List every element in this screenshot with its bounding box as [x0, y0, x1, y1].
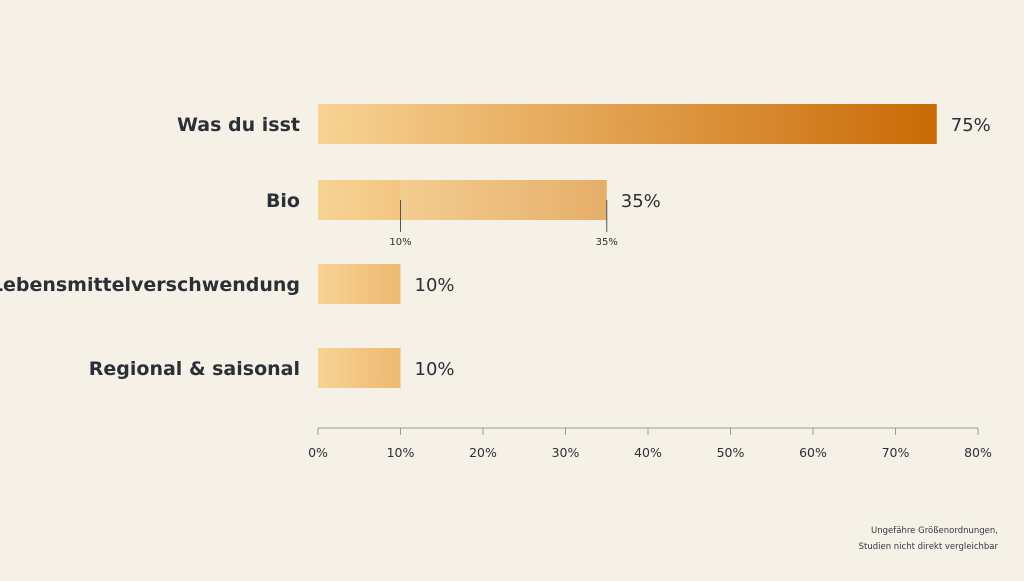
range-marker-label: 35% — [596, 237, 618, 248]
x-axis: 0% 10% 20% 30% 40% 50% 60% 70% 80% — [308, 427, 992, 460]
bar — [318, 264, 401, 304]
x-tick-label: 40% — [634, 445, 662, 460]
bar — [318, 348, 401, 388]
footnote-line-2: Studien nicht direkt vergleichbar — [858, 542, 998, 552]
category-label: Lebensmittelverschwendung — [0, 274, 300, 296]
x-tick-label: 80% — [964, 445, 992, 460]
category-label: Was du isst — [177, 114, 300, 136]
footnote: Ungefähre Größenordnungen, Studien nicht… — [738, 523, 998, 555]
bar — [318, 104, 937, 144]
x-tick-label: 60% — [799, 445, 827, 460]
footnote-line-1: Ungefähre Größenordnungen, — [871, 526, 998, 536]
bar — [318, 180, 607, 220]
value-label: 10% — [415, 275, 455, 296]
category-label: Regional & saisonal — [89, 358, 300, 380]
range-band — [400, 180, 607, 220]
x-tick-label: 50% — [717, 445, 745, 460]
x-tick-label: 10% — [387, 445, 415, 460]
value-label: 35% — [621, 191, 661, 212]
range-markers: 10% 35% — [389, 180, 618, 248]
value-label: 75% — [951, 115, 991, 136]
range-marker-label: 10% — [389, 237, 411, 248]
bars-layer: Was du isst 75% Bio 35% Lebensmittelverschwe… — [0, 104, 991, 388]
x-tick-label: 30% — [552, 445, 580, 460]
x-tick-label: 0% — [308, 445, 328, 460]
value-label: 10% — [415, 359, 455, 380]
category-label: Bio — [266, 190, 300, 212]
x-tick-label: 70% — [882, 445, 910, 460]
x-tick-label: 20% — [469, 445, 497, 460]
